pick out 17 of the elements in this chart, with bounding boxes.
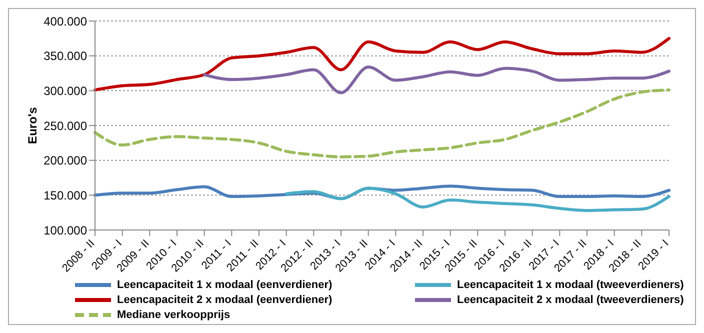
line-series <box>284 186 670 212</box>
y-tick-label: 350.000 <box>44 49 88 64</box>
line-series <box>94 88 670 158</box>
y-tick-label: 300.000 <box>44 84 88 98</box>
y-tick-label: 400.000 <box>44 14 88 28</box>
y-tick-label: 150.000 <box>44 188 88 202</box>
y-tick-label: 200.000 <box>44 154 88 168</box>
legend-label: Leencapaciteit 1 x modaal (eenverdiener) <box>117 279 332 291</box>
y-tick-label: 250.000 <box>44 118 88 133</box>
line-series <box>94 36 670 92</box>
y-tick-label: 100.000 <box>44 223 88 238</box>
legend-label: Mediane verkoopprijs <box>117 309 230 321</box>
line-series <box>202 65 670 94</box>
legend-label: Leencapaciteit 2 x modaal (eenverdiener) <box>117 294 332 306</box>
legend-label: Leencapaciteit 2 x modaal (tweeverdieners) <box>457 294 684 306</box>
legend-label: Leencapaciteit 1 x modaal (tweeverdieners) <box>457 279 684 291</box>
y-axis-title: Euro's <box>25 106 40 144</box>
